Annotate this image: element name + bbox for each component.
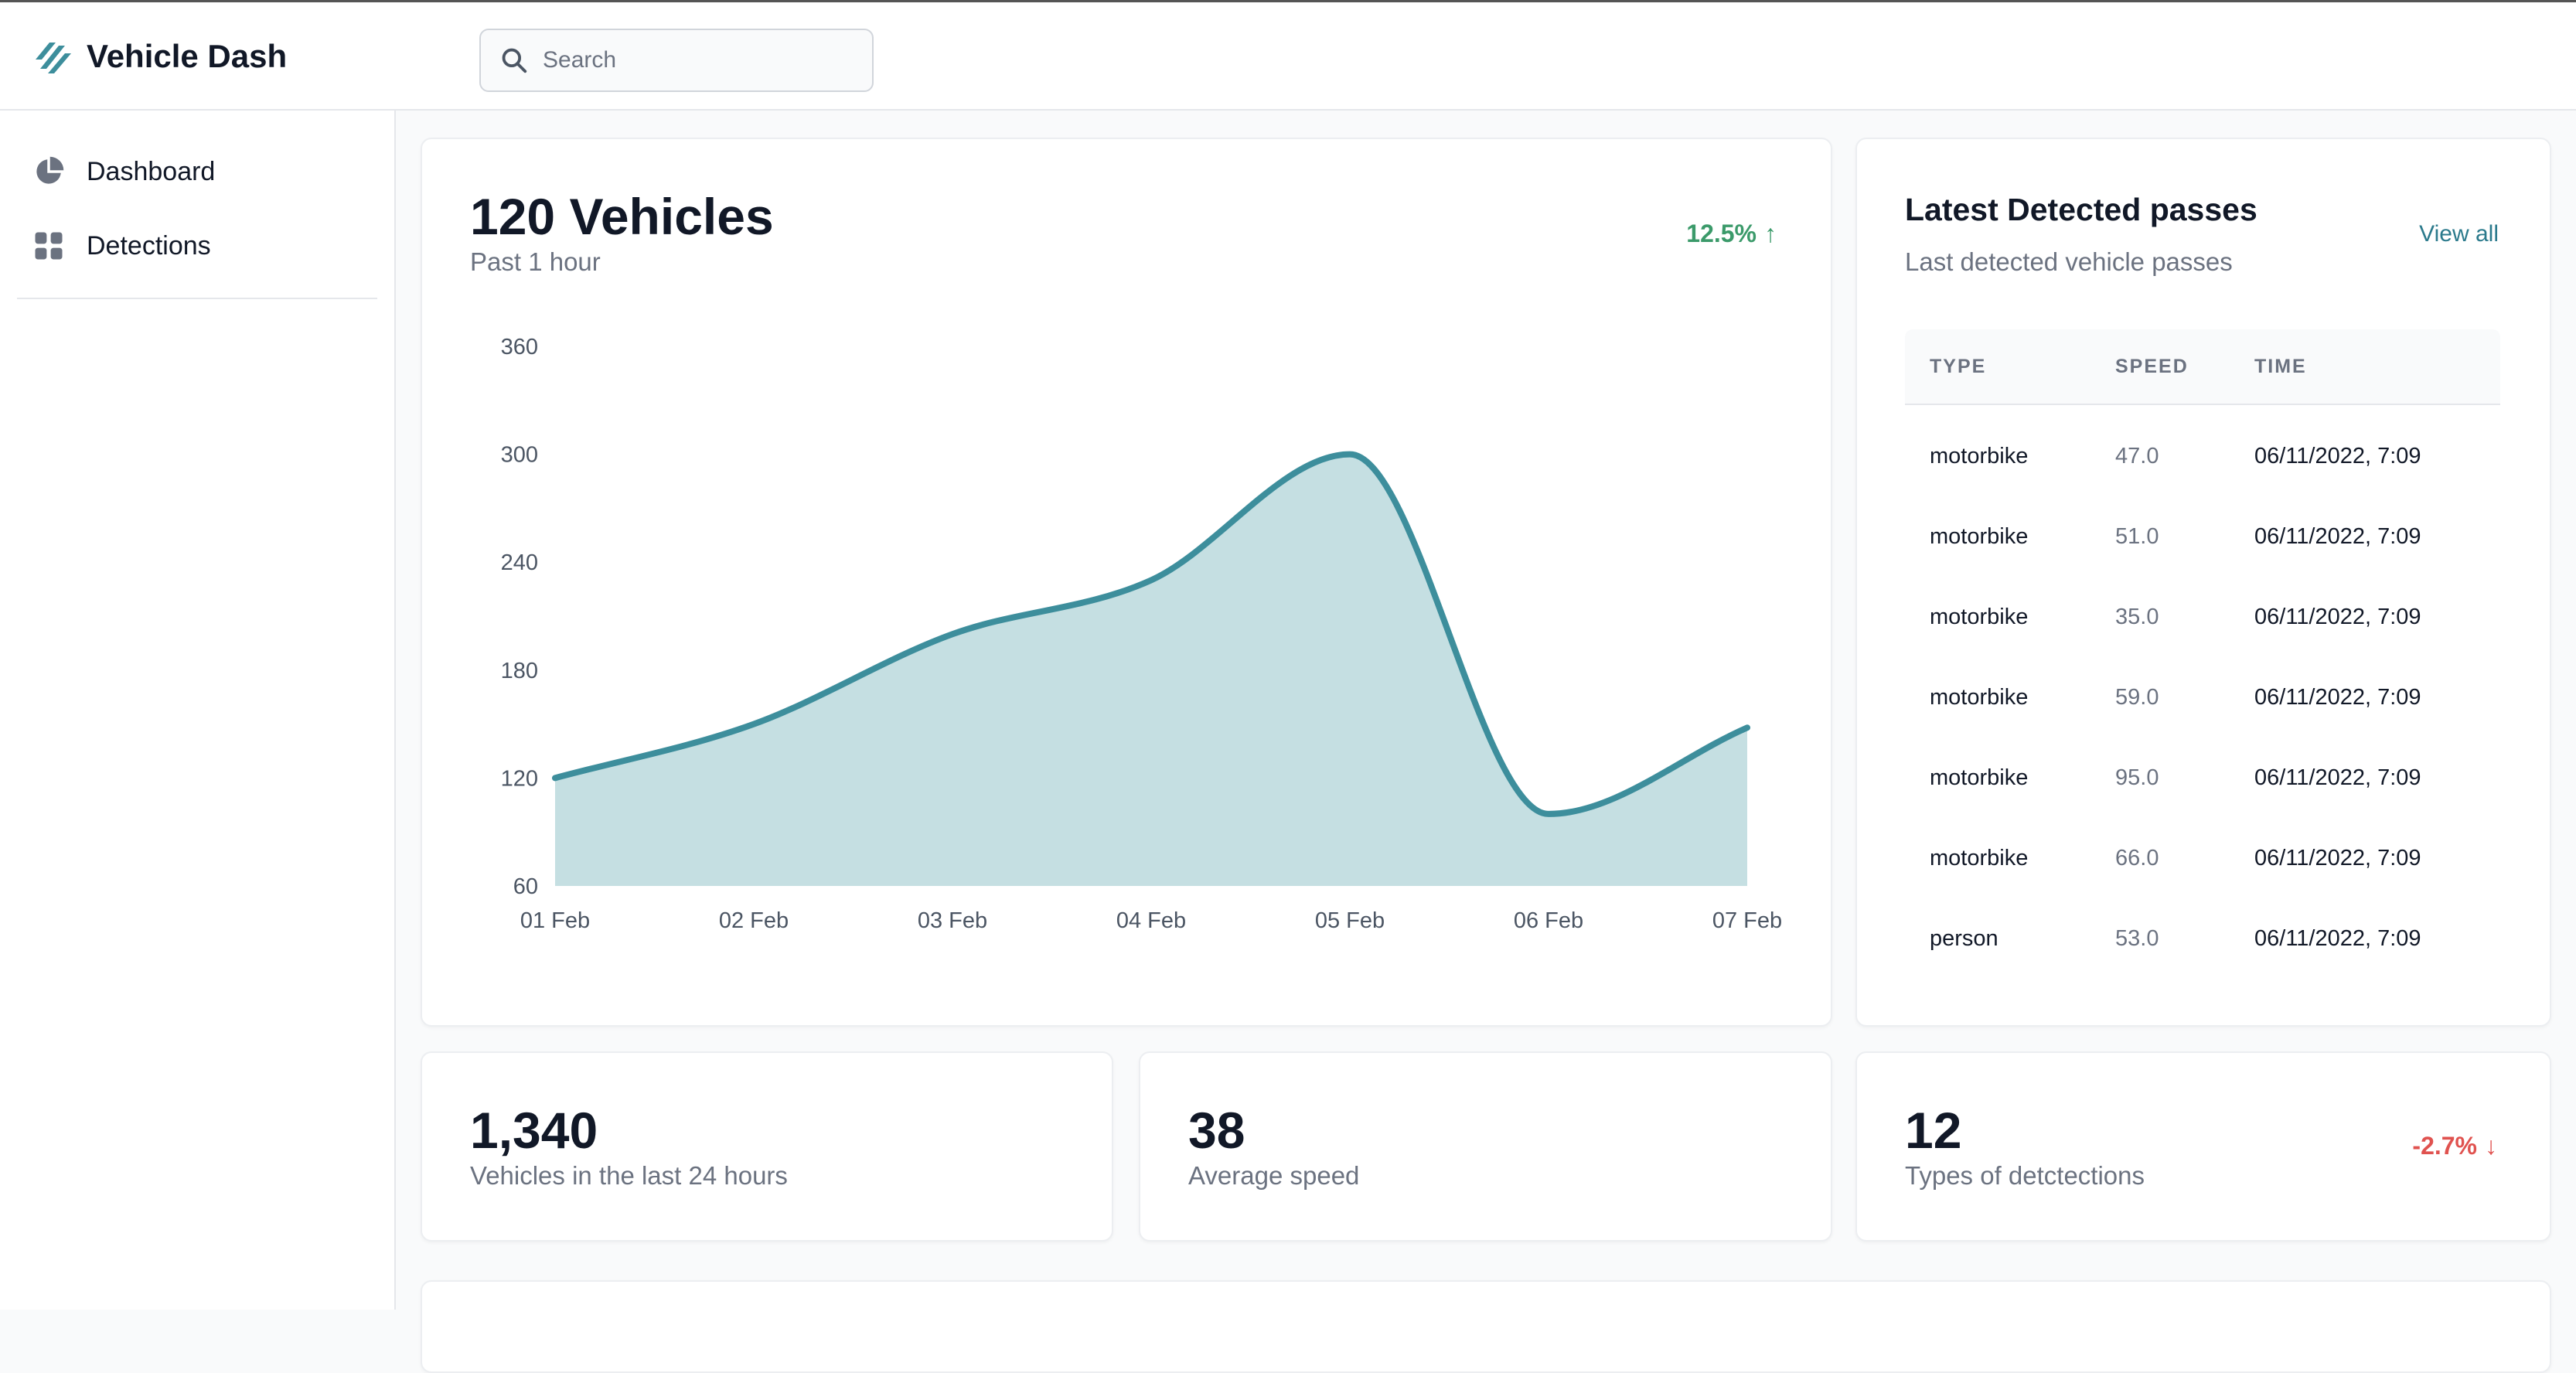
- x-tick-label: 06 Feb: [1514, 908, 1583, 933]
- cell-type: motorbike: [1930, 846, 2029, 870]
- vehicles-trend: 12.5% ↑: [1686, 220, 1777, 248]
- column-header-time[interactable]: TIME: [2254, 356, 2307, 377]
- x-tick-label: 05 Feb: [1315, 908, 1385, 933]
- x-tick-label: 02 Feb: [719, 908, 789, 933]
- cell-type: motorbike: [1930, 685, 2029, 710]
- cell-time: 06/11/2022, 7:09: [2254, 765, 2421, 790]
- vehicles-count: 120 Vehicles: [470, 188, 774, 245]
- x-tick-label: 03 Feb: [918, 908, 987, 933]
- cell-speed: 53.0: [2115, 926, 2159, 951]
- vehicles-period: Past 1 hour: [470, 247, 601, 276]
- brand[interactable]: Vehicle Dash: [32, 36, 287, 77]
- table-row[interactable]: motorbike 59.0 06/11/2022, 7:09: [1905, 657, 2500, 738]
- x-tick-label: 07 Feb: [1712, 908, 1782, 933]
- y-tick-label: 300: [501, 443, 538, 468]
- trend-value: -2.7%: [2412, 1132, 2477, 1160]
- stat-value: 38: [1188, 1102, 1245, 1159]
- sidebar: Dashboard Detections: [0, 111, 396, 1310]
- search-icon: [502, 48, 527, 73]
- stat-label: Average speed: [1188, 1161, 1360, 1190]
- table-row[interactable]: motorbike 66.0 06/11/2022, 7:09: [1905, 818, 2500, 898]
- latest-passes-card: Latest Detected passes Last detected veh…: [1855, 138, 2551, 1027]
- sidebar-item-dashboard[interactable]: Dashboard: [32, 155, 215, 188]
- cell-type: person: [1930, 926, 1998, 951]
- column-header-speed[interactable]: SPEED: [2115, 356, 2189, 377]
- cell-speed: 47.0: [2115, 444, 2159, 468]
- top-bar: Vehicle Dash: [0, 0, 2576, 111]
- y-tick-label: 180: [501, 659, 538, 683]
- trend-value: 12.5%: [1686, 220, 1757, 247]
- arrow-down-icon: ↓: [2485, 1132, 2497, 1160]
- cell-time: 06/11/2022, 7:09: [2254, 926, 2421, 951]
- stat-card-vehicles-24h: 1,340 Vehicles in the last 24 hours: [421, 1051, 1113, 1242]
- stat-label: Types of detctections: [1905, 1161, 2145, 1190]
- passes-table-header: TYPE SPEED TIME: [1905, 329, 2500, 405]
- sidebar-divider: [17, 298, 377, 299]
- cell-type: motorbike: [1930, 444, 2029, 468]
- bottom-card: [421, 1280, 2551, 1373]
- detection-types-trend: -2.7% ↓: [2412, 1132, 2497, 1160]
- stat-label: Vehicles in the last 24 hours: [470, 1161, 788, 1190]
- app-title: Vehicle Dash: [87, 38, 288, 74]
- cell-speed: 95.0: [2115, 765, 2159, 790]
- search-input[interactable]: [543, 47, 852, 73]
- cell-time: 06/11/2022, 7:09: [2254, 444, 2421, 468]
- pie-chart-icon: [36, 156, 64, 184]
- stat-card-detection-types: 12 Types of detctections -2.7% ↓: [1855, 1051, 2551, 1242]
- table-row[interactable]: person 53.0 06/11/2022, 7:09: [1905, 898, 2500, 979]
- y-tick-label: 60: [513, 874, 538, 899]
- search-box[interactable]: [479, 29, 874, 92]
- logo-icon: [36, 43, 71, 73]
- passes-title: Latest Detected passes: [1905, 192, 2257, 227]
- cell-time: 06/11/2022, 7:09: [2254, 605, 2421, 629]
- y-tick-label: 360: [501, 335, 538, 359]
- table-row[interactable]: motorbike 35.0 06/11/2022, 7:09: [1905, 577, 2500, 657]
- chart-series-line: [552, 451, 1750, 817]
- x-tick-label: 04 Feb: [1116, 908, 1186, 933]
- x-tick-label: 01 Feb: [520, 908, 590, 933]
- view-all-link[interactable]: View all: [2419, 221, 2499, 247]
- sidebar-item-detections[interactable]: Detections: [32, 230, 211, 262]
- passes-subtitle: Last detected vehicle passes: [1905, 247, 2233, 276]
- y-tick-label: 240: [501, 550, 538, 575]
- table-row[interactable]: motorbike 95.0 06/11/2022, 7:09: [1905, 738, 2500, 818]
- cell-speed: 35.0: [2115, 605, 2159, 629]
- cell-type: motorbike: [1930, 765, 2029, 790]
- table-row[interactable]: motorbike 47.0 06/11/2022, 7:09: [1905, 416, 2500, 496]
- y-tick-label: 120: [501, 766, 538, 791]
- cell-speed: 59.0: [2115, 685, 2159, 710]
- cell-time: 06/11/2022, 7:09: [2254, 685, 2421, 710]
- stat-card-average-speed: 38 Average speed: [1139, 1051, 1832, 1242]
- arrow-up-icon: ↑: [1764, 220, 1777, 247]
- chart-area-fill: [555, 454, 1747, 886]
- sidebar-item-label: Detections: [87, 230, 211, 261]
- cell-speed: 66.0: [2115, 846, 2159, 870]
- column-header-type[interactable]: TYPE: [1930, 356, 1987, 377]
- cell-speed: 51.0: [2115, 524, 2159, 549]
- vehicles-area-chart: 60 120 180 240 300 360 01 Feb 02 Feb 03 Feb 04 Fe…: [501, 335, 1783, 933]
- cell-time: 06/11/2022, 7:09: [2254, 846, 2421, 870]
- cell-type: motorbike: [1930, 605, 2029, 629]
- vehicles-chart-card: 120 Vehicles Past 1 hour 12.5% ↑ 60 120 18…: [421, 138, 1832, 1027]
- sidebar-item-label: Dashboard: [87, 156, 216, 186]
- grid-icon: [35, 232, 63, 260]
- cell-type: motorbike: [1930, 524, 2029, 549]
- cell-time: 06/11/2022, 7:09: [2254, 524, 2421, 549]
- table-row[interactable]: motorbike 51.0 06/11/2022, 7:09: [1905, 496, 2500, 577]
- stat-value: 12: [1905, 1102, 1962, 1159]
- stat-value: 1,340: [470, 1102, 598, 1159]
